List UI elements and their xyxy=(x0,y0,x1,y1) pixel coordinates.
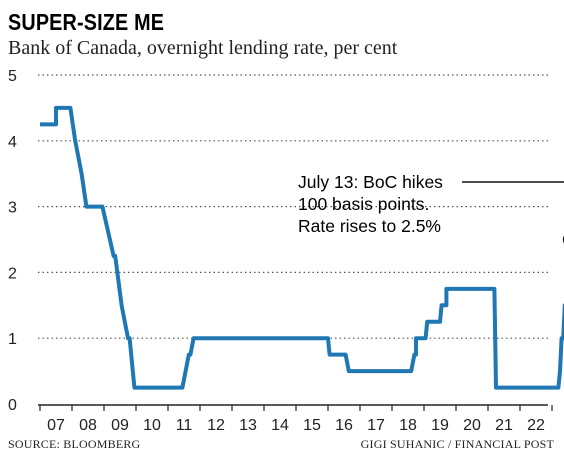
annotation-text-line-3: Rate rises to 2.5% xyxy=(298,216,441,236)
x-tick-label-17: 17 xyxy=(367,417,385,434)
x-tick-label-19: 19 xyxy=(431,417,449,434)
chart-subtitle: Bank of Canada, overnight lending rate, … xyxy=(8,37,398,59)
x-tick-label-18: 18 xyxy=(399,417,417,434)
y-tick-label-0: 0 xyxy=(8,397,17,414)
annotation-text-line-1: July 13: BoC hikes xyxy=(298,172,443,192)
y-tick-label-1: 1 xyxy=(8,331,17,348)
x-axis: 07 08 09 10 11 12 13 14 15 16 17 18 19 20 21 22 xyxy=(38,404,553,434)
chart-title: SUPER-SIZE ME xyxy=(8,9,165,35)
x-tick-label-16: 16 xyxy=(335,417,353,434)
y-tick-label-2: 2 xyxy=(8,265,17,282)
x-tick-label-14: 14 xyxy=(271,417,289,434)
credit-note: GIGI SUHANIC / FINANCIAL POST xyxy=(360,437,554,451)
y-tick-label-3: 3 xyxy=(8,200,17,217)
source-note: SOURCE: BLOOMBERG xyxy=(8,437,141,451)
x-tick-label-11: 11 xyxy=(176,417,193,434)
annotation-leader-line xyxy=(462,181,564,183)
annotation-text-line-2: 100 basis points. xyxy=(298,194,429,214)
y-tick-label-4: 4 xyxy=(8,134,17,151)
y-tick-label-5: 5 xyxy=(8,68,17,85)
y-axis-tick-labels: 0 1 2 3 4 5 xyxy=(8,68,17,414)
x-tick-label-12: 12 xyxy=(207,417,225,434)
x-tick-label-13: 13 xyxy=(239,417,257,434)
x-tick-label-22: 22 xyxy=(527,417,545,434)
x-tick-label-20: 20 xyxy=(463,417,481,434)
series-layer xyxy=(40,105,564,390)
grid-lines xyxy=(38,74,548,339)
x-tick-label-07: 07 xyxy=(47,417,65,434)
series-line-0 xyxy=(40,105,564,390)
x-tick-label-09: 09 xyxy=(111,417,129,434)
x-tick-label-15: 15 xyxy=(303,417,321,434)
x-tick-label-08: 08 xyxy=(79,417,97,434)
x-tick-label-10: 10 xyxy=(143,417,161,434)
x-tick-label-21: 21 xyxy=(495,417,513,434)
